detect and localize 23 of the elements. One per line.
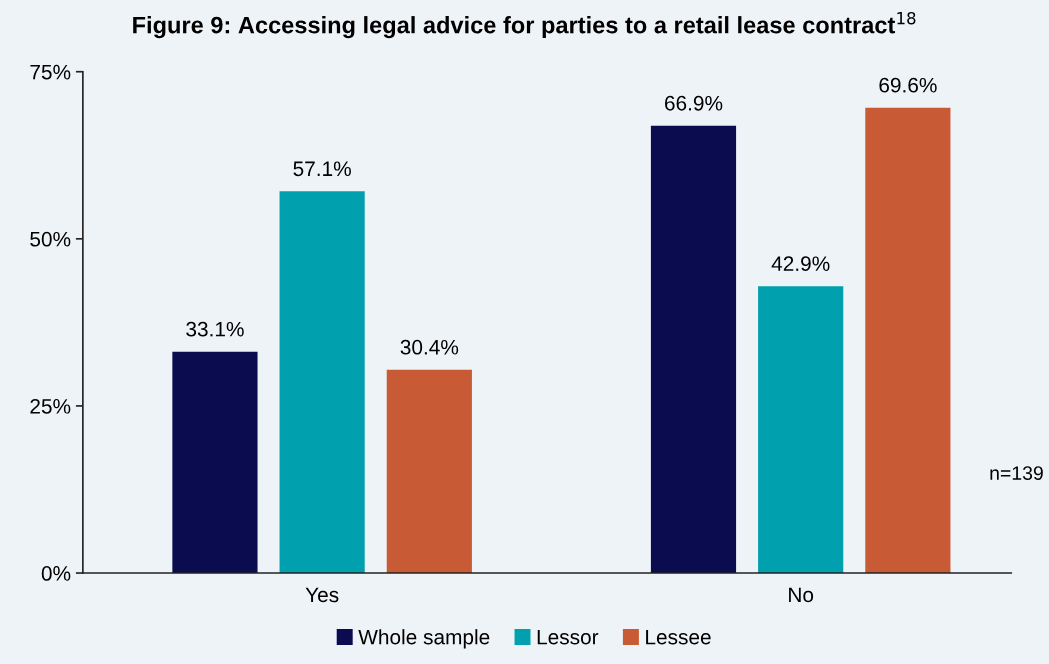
chart-title: Figure 9: Accessing legal advice for parties to a retail lease contract$^{18}$ [133, 11, 916, 39]
legend-label: Whole sample [358, 629, 490, 649]
data-label: 42.9% [771, 256, 830, 272]
x-tick-label: No [789, 587, 814, 603]
y-tick-label: 50% [30, 231, 71, 247]
x-tick-label: Yes [305, 587, 339, 603]
data-label: 66.9% [665, 95, 723, 111]
bar [865, 107, 951, 574]
y-tick-label: 25% [30, 398, 71, 414]
data-label: 33.1% [186, 321, 244, 337]
bar [279, 191, 365, 574]
y-tick-label: 0% [41, 566, 71, 581]
data-label: 30.4% [400, 339, 459, 355]
annotation: n=139 [990, 466, 1043, 480]
y-tick-label: 75% [30, 64, 71, 80]
bar [386, 369, 472, 574]
data-label: 57.1% [293, 161, 351, 177]
bar [758, 286, 844, 574]
bar [650, 125, 737, 574]
legend-label: Lessor [537, 629, 599, 645]
legend-label: Lessee [646, 629, 711, 645]
data-label: 69.6% [879, 77, 937, 93]
bar [172, 351, 258, 574]
